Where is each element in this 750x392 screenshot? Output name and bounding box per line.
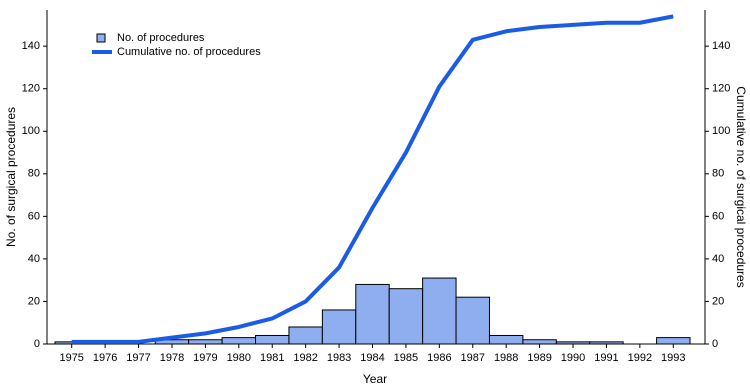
x-tick-label: 1987 [461,352,485,364]
y2-tick-label: 40 [712,253,724,265]
bar [488,334,524,345]
x-tick-label: 1981 [260,352,284,364]
y-tick-label: 140 [22,40,40,52]
x-tick-label: 1993 [661,352,685,364]
y2-axis-label: Cumulative no. of surgical procedures [734,86,748,287]
x-tick-label: 1980 [227,352,251,364]
legend-label: No. of procedures [117,32,205,44]
y-tick-label: 100 [22,125,40,137]
bar [255,334,290,345]
y-tick-label: 40 [28,253,40,265]
x-tick-label: 1988 [494,352,518,364]
bar [455,296,490,345]
y-tick-label: 0 [34,338,40,350]
y-tick-label: 20 [28,295,40,307]
x-tick-label: 1978 [160,352,184,364]
x-tick-label: 1984 [360,352,384,364]
x-tick-label: 1992 [628,352,652,364]
y2-tick-label: 20 [712,295,724,307]
x-axis-label: Year [363,372,387,386]
x-tick-label: 1977 [126,352,150,364]
bar [656,337,691,345]
bar [589,341,624,345]
bar [422,277,457,345]
legend-swatch [96,33,106,43]
bar [321,309,357,345]
y2-tick-label: 0 [712,338,718,350]
y2-tick-label: 100 [712,125,730,137]
y-tick-label: 80 [28,168,40,180]
y-axis-label: No. of surgical procedures [4,107,18,247]
bar [221,337,257,345]
y2-tick-label: 80 [712,168,724,180]
x-tick-label: 1991 [594,352,618,364]
bar [388,288,424,345]
x-tick-label: 1983 [327,352,351,364]
x-tick-label: 1979 [193,352,217,364]
bar [355,283,390,345]
x-tick-label: 1976 [93,352,117,364]
legend-label: Cumulative no. of procedures [117,46,261,58]
line [71,14,674,344]
y2-tick-label: 60 [712,210,724,222]
bar [188,339,223,345]
bar [522,339,557,345]
x-tick-label: 1990 [561,352,585,364]
y2-tick-label: 140 [712,40,730,52]
y-tick-label: 60 [28,210,40,222]
bar [288,326,323,345]
x-tick-label: 1989 [527,352,551,364]
x-tick-label: 1985 [394,352,418,364]
y-tick-label: 120 [22,83,40,95]
x-tick-label: 1982 [293,352,317,364]
y2-tick-label: 120 [712,83,730,95]
bar [555,341,591,345]
x-tick-label: 1986 [427,352,451,364]
x-tick-label: 1975 [59,352,83,364]
